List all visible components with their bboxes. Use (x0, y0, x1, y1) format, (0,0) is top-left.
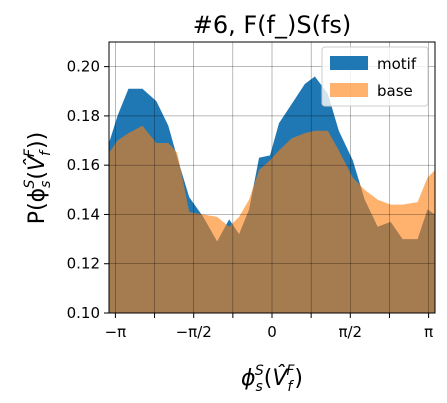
y-axis-label: P(ϕsS(V̂fF)) (22, 132, 54, 224)
y-tick-label: 0.10 (67, 304, 100, 322)
y-tick-label: 0.14 (67, 205, 100, 223)
x-tick-label: 0 (267, 323, 277, 341)
legend-label-motif: motif (377, 55, 417, 73)
y-tick-label: 0.12 (67, 255, 100, 273)
y-tick-label: 0.18 (67, 107, 100, 125)
legend-swatch-base (330, 83, 368, 97)
x-tick-label: −π/2 (176, 323, 212, 341)
legend-label-base: base (377, 82, 413, 100)
legend-swatch-motif (330, 56, 368, 70)
legend: motif base (321, 46, 429, 107)
y-tick-label: 0.20 (67, 58, 100, 76)
x-axis-label: ϕsS(V̂fF) (241, 363, 303, 395)
x-tick-label: π/2 (338, 323, 362, 341)
x-tick-label: −π (105, 323, 127, 341)
x-tick-label: π (424, 323, 433, 341)
tick-layer: −π −π/2 0 π/2 π 0.10 0.12 0.14 0.16 0.18 0.20 (67, 58, 434, 341)
y-tick-label: 0.16 (67, 156, 100, 174)
chart-title: #6, F(f_)S(fs) (193, 11, 352, 39)
